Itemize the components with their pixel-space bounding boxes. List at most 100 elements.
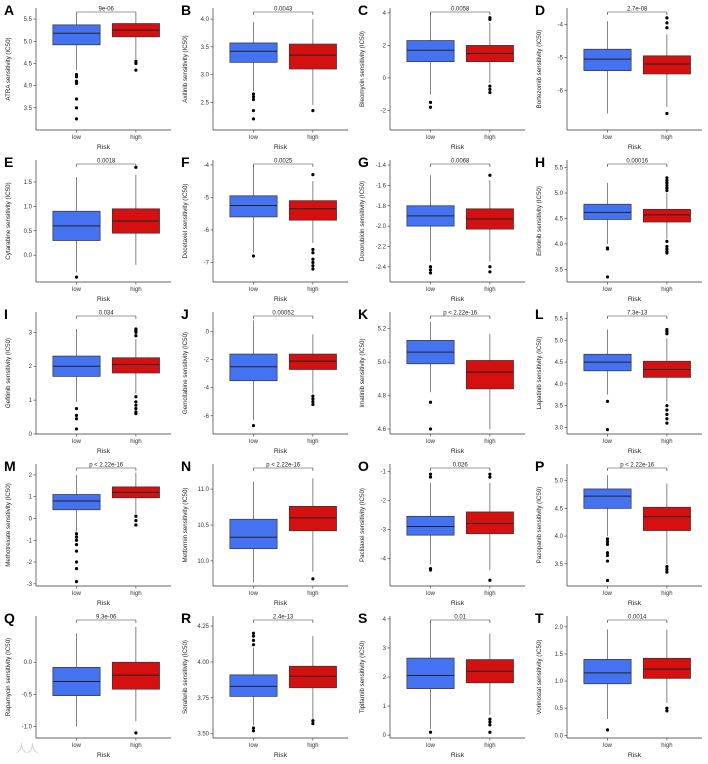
box-high	[288, 19, 337, 113]
outlier-point	[428, 105, 433, 109]
y-tick-label: 3	[383, 646, 387, 652]
iqr-box	[288, 43, 337, 70]
box-low	[406, 472, 455, 572]
y-tick-label: -1.8	[376, 204, 387, 210]
panel-letter: D	[535, 2, 545, 18]
x-axis-title: Risk	[97, 296, 111, 303]
outlier-point	[605, 551, 610, 555]
x-tick-label-high: high	[307, 287, 318, 293]
y-tick-label: -3	[381, 527, 387, 533]
y-tick-label: -5	[558, 55, 564, 61]
outlier-point	[134, 61, 138, 66]
outlier-point	[251, 631, 256, 635]
y-tick-label: 0.0	[555, 733, 564, 739]
outlier-point	[605, 246, 610, 250]
y-tick-label: 1	[29, 398, 33, 404]
outlier-point	[488, 17, 492, 21]
y-tick-label: 4.6	[378, 427, 387, 433]
y-axis-label: Doxorubicin sensitivity (IC50)	[359, 181, 366, 261]
box-high	[642, 16, 691, 116]
y-tick-label: 3	[29, 330, 33, 336]
x-tick-label-high: high	[130, 439, 141, 445]
outlier-point	[488, 723, 492, 727]
outlier-point	[251, 634, 256, 638]
y-tick-label: -1.4	[376, 163, 387, 169]
box-high	[642, 483, 691, 574]
box-low	[583, 21, 632, 114]
y-tick-label: 4.5	[555, 506, 564, 512]
outlier-point	[134, 403, 138, 407]
outlier-point	[665, 412, 669, 416]
outlier-point	[74, 566, 79, 571]
panel-letter: Q	[4, 610, 15, 626]
y-tick-label: 5.0	[555, 479, 564, 485]
outlier-point	[665, 564, 669, 569]
outlier-point	[134, 165, 138, 169]
y-axis-label: Metformin sensitivity (IC50)	[182, 488, 189, 563]
panel-t: T 0.0 0.5 1.0 1.5 2.0 Vorinostat sensitivity (…	[535, 610, 702, 759]
outlier-point	[665, 408, 669, 412]
x-axis-title: Risk	[628, 296, 642, 303]
y-tick-label: -2.4	[376, 265, 387, 271]
y-tick-label: -1	[27, 538, 33, 544]
panel-letter: S	[358, 610, 367, 626]
outlier-point	[428, 472, 433, 476]
y-tick-label: 2.0	[555, 625, 564, 631]
y-axis-label: Lapatinib sensitivity (IC50)	[536, 337, 543, 410]
outlier-point	[134, 412, 138, 416]
iqr-box	[642, 55, 691, 75]
outlier-point	[251, 638, 256, 643]
x-tick-label-high: high	[484, 135, 495, 141]
outlier-point	[488, 730, 492, 734]
outlier-point	[665, 244, 669, 249]
x-axis-title: Risk	[97, 144, 111, 151]
y-axis-label: Rapamycin sensitivity (IC50)	[5, 638, 12, 716]
outlier-point	[665, 567, 669, 571]
iqr-box	[288, 200, 337, 221]
outlier-point	[665, 176, 669, 180]
x-tick-label-low: low	[426, 591, 436, 597]
outlier-point	[488, 90, 492, 95]
outlier-point	[74, 81, 79, 86]
panel-s: S 0 1 2 3 4 Tipifarnib sensitivity (IC50) low hi…	[358, 610, 525, 759]
y-tick-label: 0.5	[24, 229, 33, 235]
outlier-point	[428, 400, 433, 404]
x-tick-label-high: high	[661, 439, 672, 445]
box-high	[642, 176, 691, 255]
x-tick-label-high: high	[484, 439, 495, 445]
y-tick-label: 5.5	[24, 17, 33, 23]
y-tick-label: -4	[381, 556, 387, 562]
y-tick-label: 2.5	[201, 100, 210, 106]
panel-letter: R	[181, 610, 191, 626]
y-axis-label: Imatinib sensitivity (IC50)	[359, 338, 366, 407]
outlier-point	[665, 26, 669, 30]
box-high	[465, 472, 514, 582]
outlier-point	[74, 417, 79, 421]
outlier-point	[665, 247, 669, 251]
iqr-box	[583, 48, 632, 71]
outlier-point	[134, 406, 138, 411]
outlier-point	[134, 59, 138, 63]
y-axis-label: Gefitinib sensitivity (IC50)	[5, 338, 12, 408]
p-value: 0.0018	[97, 159, 116, 165]
outlier-point	[665, 327, 669, 332]
box-low	[229, 481, 278, 583]
outlier-point	[428, 265, 433, 269]
box-high	[642, 629, 691, 713]
y-tick-label: 3.0	[201, 73, 210, 79]
x-tick-label-high: high	[661, 743, 672, 749]
x-axis-title: Risk	[97, 600, 111, 607]
box-high	[465, 173, 514, 274]
outlier-point	[311, 257, 315, 261]
x-tick-label-high: high	[130, 287, 141, 293]
outlier-point	[665, 188, 669, 193]
y-tick-label: -1.6	[376, 183, 387, 189]
panel-j: J 0 -2 -4 -6 Gemcitabine sensitivity (IC50) lo…	[181, 306, 348, 455]
y-tick-label: 5.5	[555, 166, 564, 172]
x-tick-label-high: high	[307, 743, 318, 749]
outlier-point	[665, 21, 669, 25]
outlier-point	[251, 729, 256, 733]
y-tick-label: 4.8	[378, 394, 387, 400]
outlier-point	[251, 108, 256, 113]
p-value: 0.0014	[628, 615, 647, 621]
